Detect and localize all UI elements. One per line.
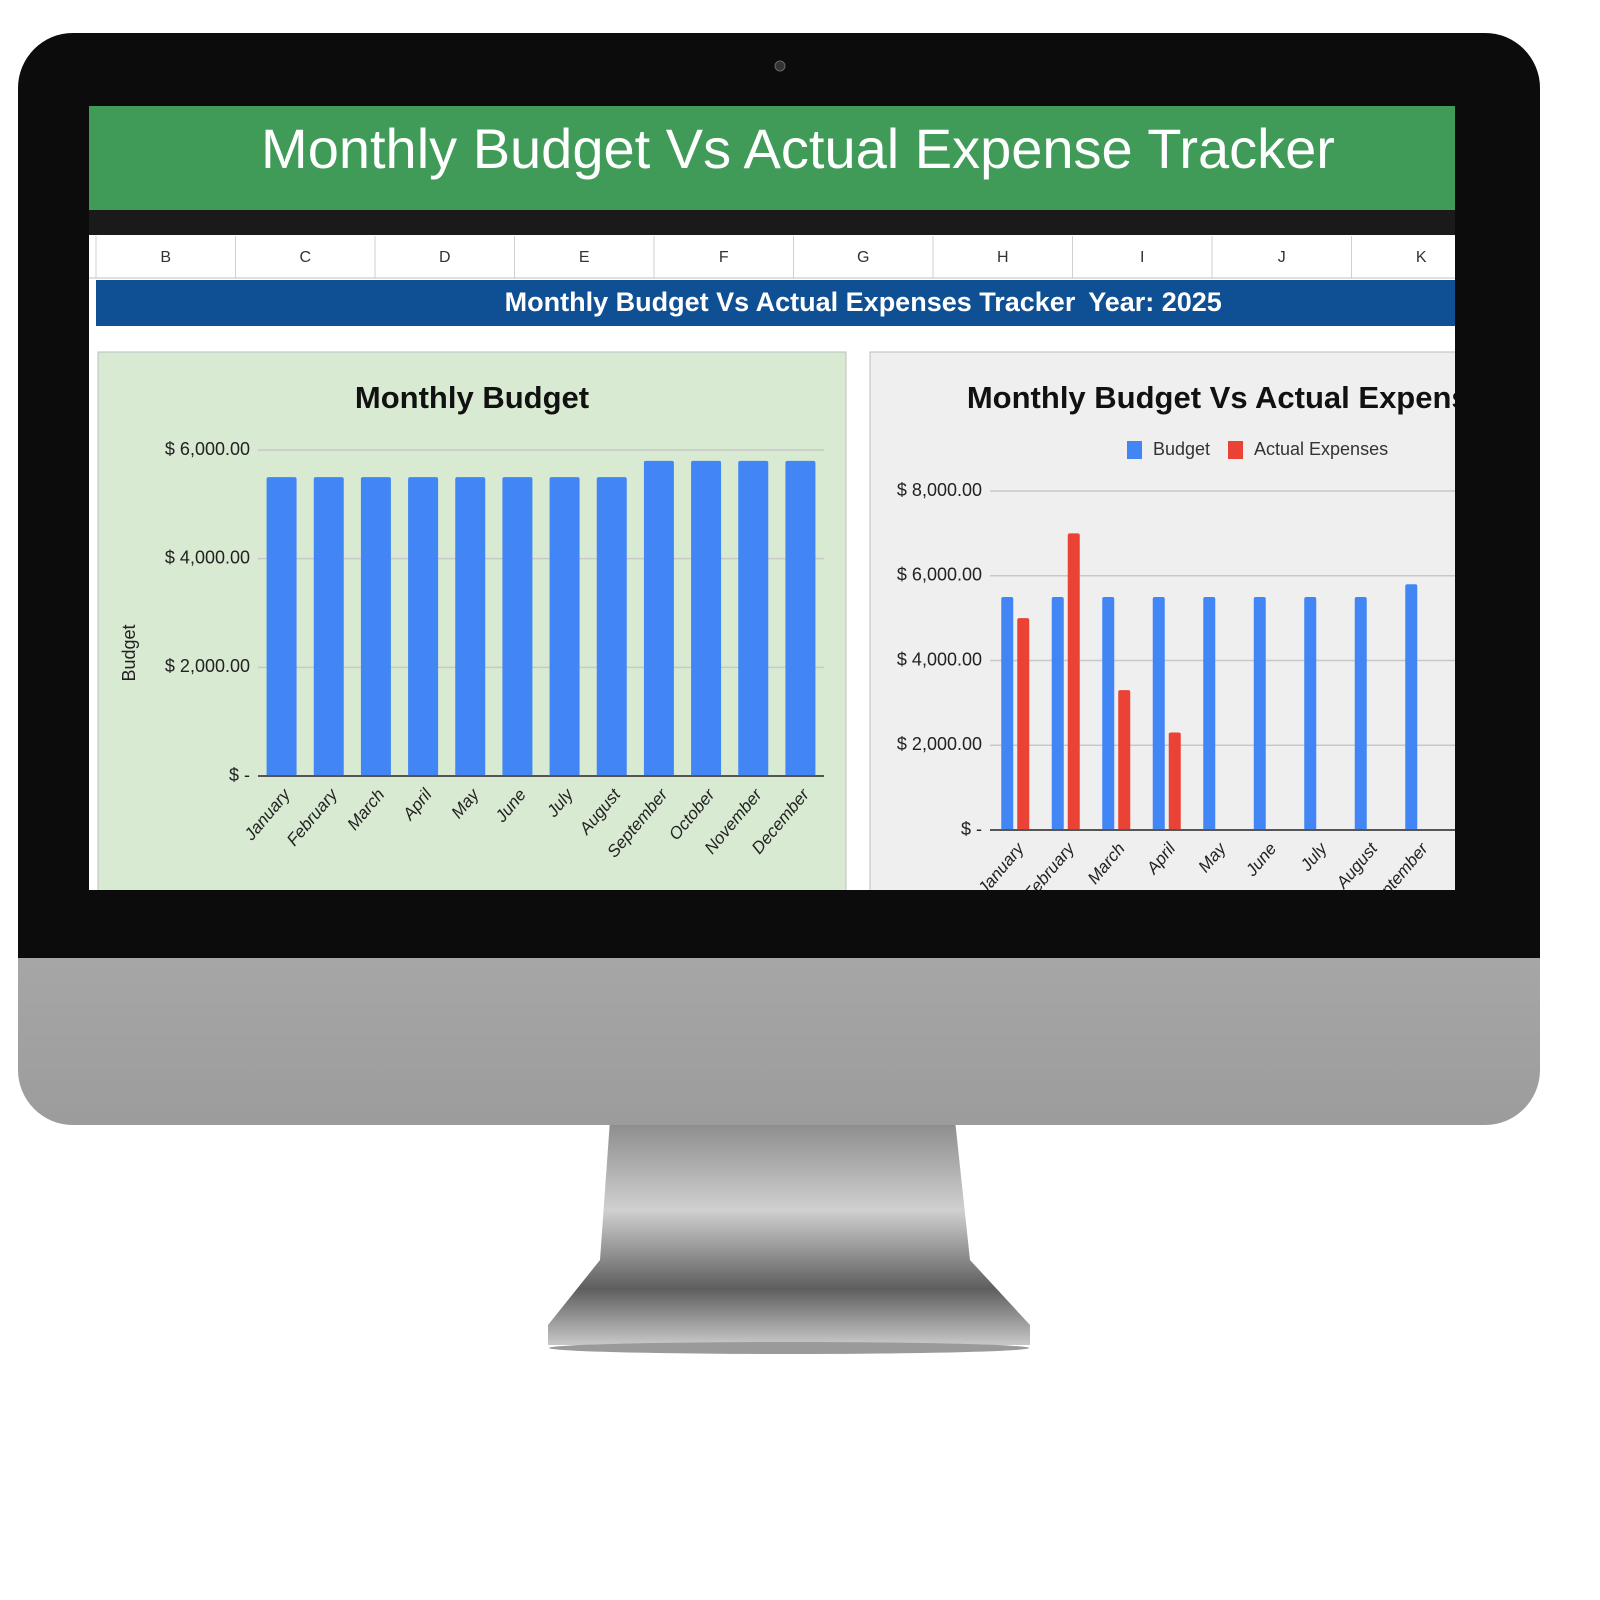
- legend-label: Actual Expenses: [1254, 439, 1388, 459]
- banner-year: Year: 2025: [1088, 287, 1222, 317]
- y-axis-title: Budget: [119, 624, 139, 681]
- camera: [774, 60, 786, 72]
- bar: [360, 477, 391, 776]
- monitor-stand: [548, 1120, 1030, 1345]
- bar: [1152, 596, 1165, 830]
- column-header: F: [719, 249, 729, 266]
- column-header: B: [160, 249, 171, 266]
- header-bar: [89, 106, 1455, 210]
- y-tick-label: $ 6,000.00: [165, 439, 250, 459]
- column-header: J: [1278, 249, 1286, 266]
- column-header: C: [299, 249, 311, 266]
- header-title: Monthly Budget Vs Actual Expense Tracker: [261, 117, 1335, 180]
- bar: [1405, 584, 1418, 830]
- y-tick-label: $ 6,000.00: [897, 565, 982, 585]
- column-headers: B C D E F G H I J K: [89, 236, 1455, 279]
- bar: [502, 477, 533, 776]
- bar: [549, 477, 580, 776]
- legend-swatch: [1228, 441, 1243, 459]
- chart-title: Monthly Budget Vs Actual Expenses: [967, 380, 1503, 415]
- bar: [1102, 596, 1115, 830]
- bar: [1203, 596, 1216, 830]
- chart-title: Monthly Budget: [355, 380, 589, 415]
- bar: [313, 477, 344, 776]
- bar: [1354, 596, 1367, 830]
- banner: [96, 280, 1455, 326]
- bar: [596, 477, 627, 776]
- stand-base: [549, 1342, 1029, 1354]
- y-tick-label: $ -: [961, 819, 982, 839]
- legend-swatch: [1127, 441, 1142, 459]
- bar: [643, 460, 674, 776]
- bar: [691, 460, 722, 776]
- column-header: G: [857, 249, 869, 266]
- y-tick-label: $ 8,000.00: [897, 480, 982, 500]
- y-tick-label: $ 4,000.00: [897, 649, 982, 669]
- charts: Monthly Budget Budget $ - $ 2,000.00 $ 4,000…: [97, 351, 1503, 890]
- bar: [738, 460, 769, 776]
- chart: Monthly Budget Budget $ - $ 2,000.00 $ 4,000…: [97, 351, 847, 890]
- screen: Monthly Budget Vs Actual Expense Tracker…: [89, 106, 1503, 890]
- bar: [785, 460, 816, 776]
- y-tick-label: $ 4,000.00: [165, 547, 250, 567]
- y-tick-label: $ -: [229, 765, 250, 785]
- bar: [1118, 690, 1131, 830]
- bar: [455, 477, 486, 776]
- column-header: H: [997, 249, 1009, 266]
- y-tick-label: $ 2,000.00: [165, 656, 250, 676]
- column-header: E: [579, 249, 590, 266]
- bar: [1304, 596, 1317, 830]
- bar: [1051, 596, 1064, 830]
- bar: [266, 477, 297, 776]
- y-tick-label: $ 2,000.00: [897, 734, 982, 754]
- chart: Monthly Budget Vs Actual Expenses $ - $ 2,…: [869, 351, 1503, 890]
- column-header: D: [439, 249, 451, 266]
- column-header: K: [1416, 249, 1427, 266]
- column-header: I: [1140, 249, 1144, 266]
- bar: [1067, 533, 1080, 830]
- legend-label: Budget: [1153, 439, 1210, 459]
- bar: [1168, 732, 1181, 830]
- bar: [408, 477, 439, 776]
- bar: [1253, 596, 1266, 830]
- bar: [1001, 596, 1014, 830]
- bar: [1017, 618, 1030, 830]
- banner-title: Monthly Budget Vs Actual Expenses Tracke…: [505, 287, 1076, 317]
